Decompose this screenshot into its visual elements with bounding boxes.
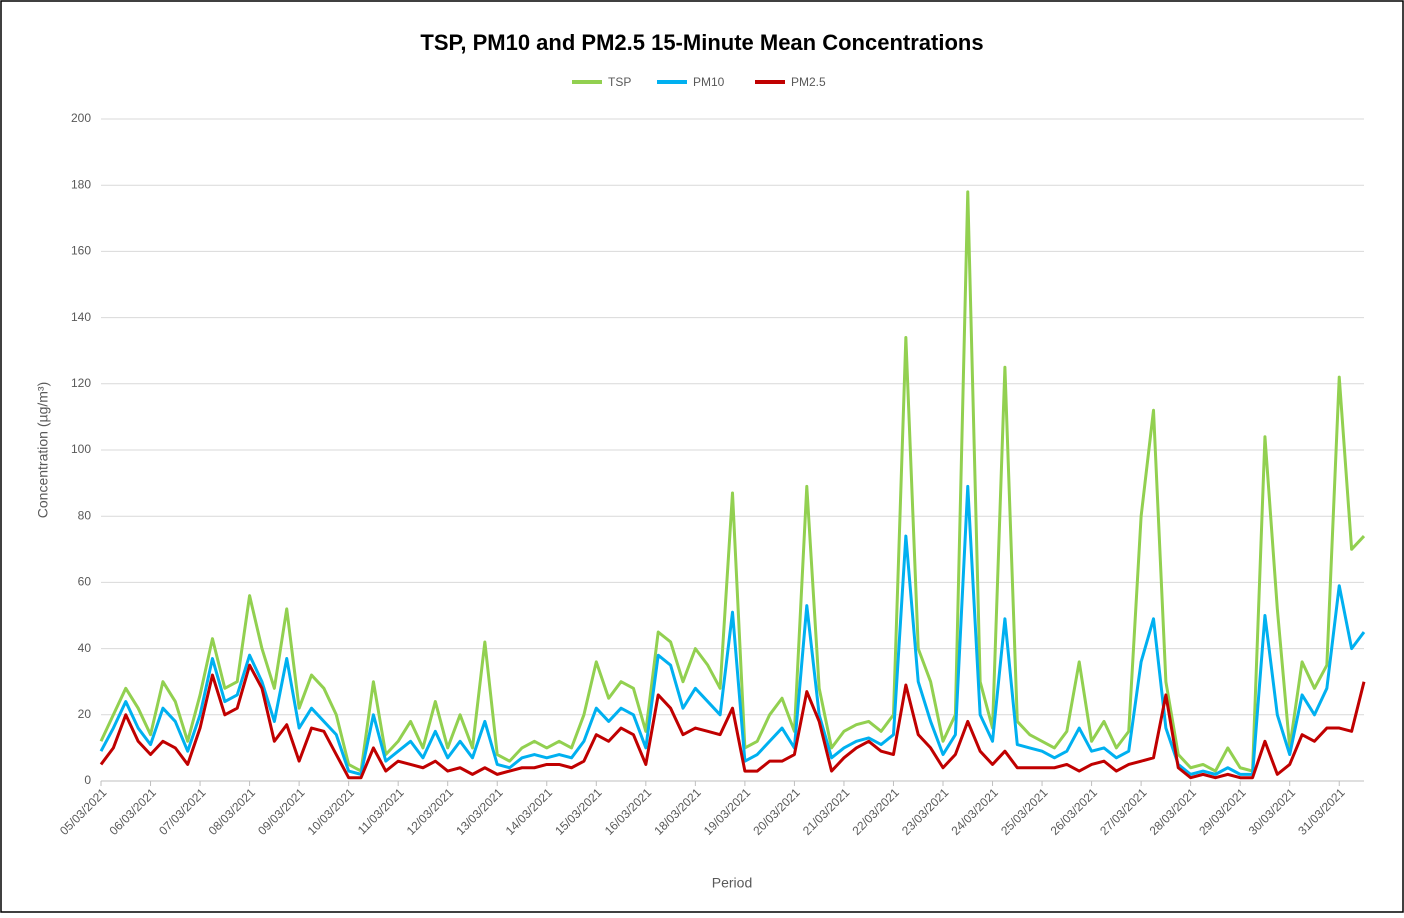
- series-line: [99, 484, 1366, 776]
- x-axis-label: Period: [712, 875, 752, 891]
- y-tick-label: 200: [71, 111, 91, 125]
- y-tick-label: 0: [84, 773, 91, 787]
- y-tick-label: 160: [71, 244, 91, 258]
- y-tick-label: 20: [78, 707, 92, 721]
- series-line: [99, 663, 1366, 780]
- y-tick-label: 120: [71, 376, 91, 390]
- legend-label: TSP: [608, 75, 631, 89]
- legend-label: PM2.5: [791, 75, 826, 89]
- y-tick-label: 180: [71, 177, 91, 191]
- y-tick-label: 140: [71, 310, 91, 324]
- y-tick-label: 40: [78, 641, 92, 655]
- chart-title: TSP, PM10 and PM2.5 15-Minute Mean Conce…: [420, 30, 983, 55]
- y-tick-label: 80: [78, 508, 92, 522]
- legend-label: PM10: [693, 75, 725, 89]
- y-tick-label: 100: [71, 442, 91, 456]
- series-line: [99, 190, 1366, 773]
- y-tick-label: 60: [78, 575, 92, 589]
- y-axis-label: Concentration (µg/m³): [35, 382, 51, 518]
